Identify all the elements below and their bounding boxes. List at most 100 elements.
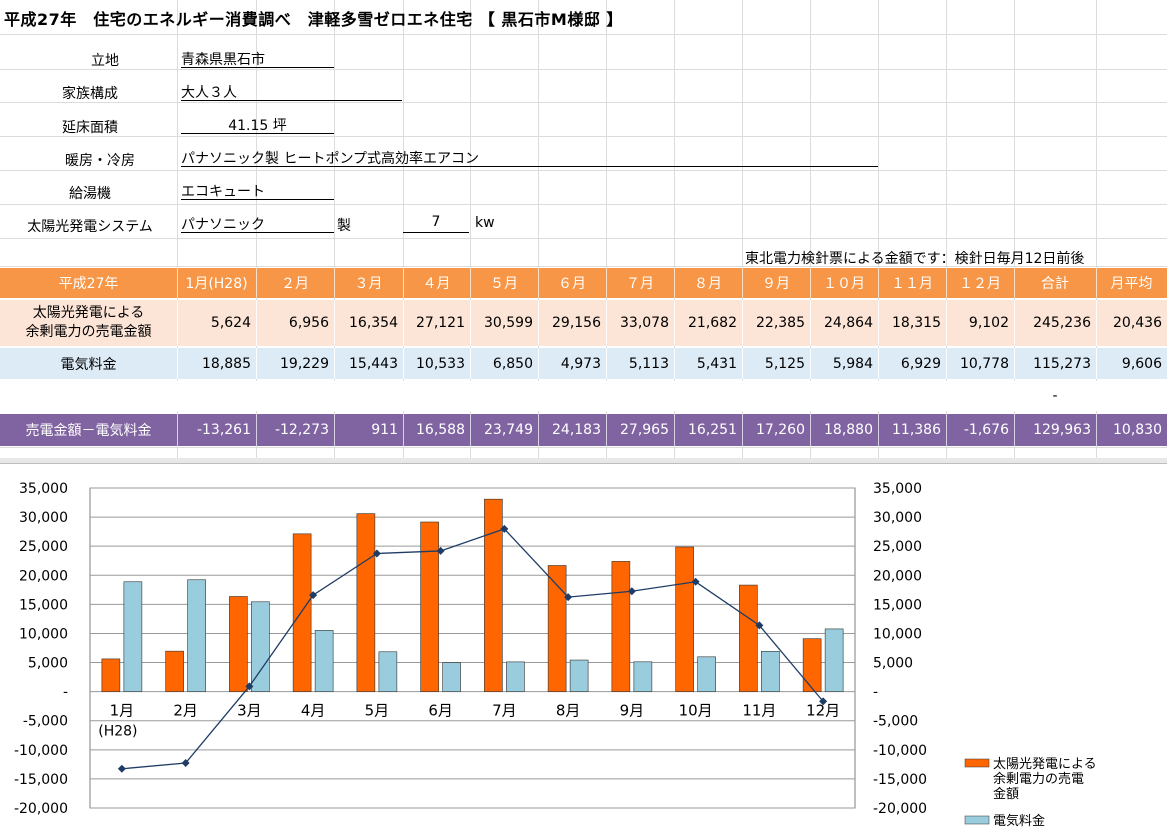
table-separator bbox=[538, 300, 539, 346]
table-cell: 11,386 bbox=[892, 422, 941, 438]
table-header-cell: ５月 bbox=[490, 276, 518, 292]
balance-point bbox=[117, 764, 126, 773]
x-tick-label: 8月 bbox=[556, 702, 581, 720]
table-cell: 5,125 bbox=[764, 355, 805, 372]
table-separator bbox=[470, 414, 471, 446]
sales-bar bbox=[675, 546, 694, 692]
table-header-cell: 合計 bbox=[1041, 276, 1069, 292]
x-tick-label: 2月 bbox=[173, 702, 198, 720]
table-cell: 19,229 bbox=[280, 355, 329, 372]
table-cell: 10,533 bbox=[416, 355, 465, 372]
y-tick-label-right: 30,000 bbox=[873, 510, 922, 526]
table-cell: 6,956 bbox=[288, 315, 329, 331]
electricity-bar bbox=[314, 630, 334, 692]
table-separator bbox=[742, 268, 743, 298]
solar-kw-value: 7 bbox=[403, 214, 469, 233]
y-tick-label-right: 10,000 bbox=[873, 626, 922, 642]
table-separator bbox=[878, 300, 879, 346]
table-cell: 10,830 bbox=[1113, 422, 1162, 438]
y-tick-label-right: 15,000 bbox=[873, 597, 922, 613]
table-cell: 5,113 bbox=[628, 355, 669, 372]
table-cell: 10,778 bbox=[960, 355, 1009, 372]
family-value: 大人３人 bbox=[181, 82, 402, 101]
y-tick-label-left: 15,000 bbox=[19, 597, 68, 613]
balance-line bbox=[121, 528, 824, 770]
table-separator bbox=[742, 300, 743, 346]
table-cell: 27,965 bbox=[620, 422, 669, 438]
balance-point bbox=[436, 546, 445, 555]
y-tick-label-right: -5,000 bbox=[873, 714, 918, 730]
table-cell: 5,984 bbox=[832, 355, 873, 372]
table-cell: 16,251 bbox=[688, 422, 737, 438]
x-tick-label: 12月 bbox=[806, 702, 840, 720]
legend-label-line: 余剰電力の売電 bbox=[993, 771, 1084, 787]
table-separator bbox=[674, 414, 675, 446]
y-tick-label-left: -5,000 bbox=[23, 714, 68, 730]
table-header-cell: 1月(H28) bbox=[185, 276, 248, 292]
x-tick-label: 5月 bbox=[365, 702, 390, 720]
table-cell: 9,606 bbox=[1121, 355, 1162, 372]
electricity-bar bbox=[123, 581, 143, 692]
table-separator bbox=[674, 268, 675, 298]
sales-bar bbox=[420, 521, 439, 692]
y-tick-label-right: -20,000 bbox=[873, 801, 927, 817]
y-tick-label-right: 25,000 bbox=[873, 539, 922, 555]
table-separator bbox=[256, 414, 257, 446]
gridline bbox=[538, 0, 539, 462]
gridline bbox=[742, 0, 743, 462]
x-tick-label: 6月 bbox=[428, 702, 453, 720]
row-label: 電気料金 bbox=[60, 356, 117, 373]
table-separator bbox=[1096, 348, 1097, 379]
table-cell: 21,682 bbox=[688, 315, 737, 331]
balance-point bbox=[627, 587, 636, 596]
table-cell: 129,963 bbox=[1033, 422, 1091, 438]
table-separator bbox=[1014, 348, 1015, 379]
table-row bbox=[0, 300, 1167, 346]
table-cell: 18,315 bbox=[892, 315, 941, 331]
row-label-line: 太陽光発電による bbox=[32, 305, 145, 321]
table-separator bbox=[334, 268, 335, 298]
table-header-cell: １０月 bbox=[823, 276, 865, 292]
table-cell: 911 bbox=[371, 422, 398, 438]
table-separator bbox=[177, 300, 178, 346]
table-separator bbox=[256, 268, 257, 298]
table-cell: -13,261 bbox=[196, 422, 251, 438]
gridline bbox=[674, 0, 675, 462]
electricity-bar bbox=[697, 656, 716, 692]
table-separator bbox=[470, 268, 471, 298]
sales-bar bbox=[101, 658, 121, 692]
y-tick-label-left: 30,000 bbox=[19, 510, 68, 526]
solar-made-text: 製 bbox=[337, 218, 351, 234]
sales-bar bbox=[229, 596, 248, 692]
row-label-line: 余剰電力の売電金額 bbox=[25, 324, 152, 340]
solar-unit: kw bbox=[475, 215, 495, 231]
table-separator bbox=[742, 414, 743, 446]
table-header-cell: １２月 bbox=[959, 276, 1001, 292]
table-cell: 17,260 bbox=[756, 422, 805, 438]
table-cell: 29,156 bbox=[552, 315, 601, 331]
table-separator bbox=[1096, 268, 1097, 298]
electricity-bar bbox=[251, 601, 270, 692]
table-header-cell: 月平均 bbox=[1110, 276, 1153, 292]
table-header-cell: ３月 bbox=[354, 276, 383, 292]
gridline bbox=[403, 0, 404, 462]
pane-divider[interactable] bbox=[0, 458, 1167, 464]
table-separator bbox=[1014, 414, 1015, 446]
location-label: 立地 bbox=[91, 53, 119, 69]
electricity-bar bbox=[569, 659, 589, 692]
electricity-bar bbox=[824, 628, 844, 692]
x-tick-label: 3月 bbox=[237, 702, 262, 720]
legend-label: 太陽光発電による余剰電力の売電金額 bbox=[993, 757, 1097, 802]
x-tick-sublabel: (H28) bbox=[98, 724, 137, 740]
y-tick-label-left: 25,000 bbox=[19, 539, 68, 555]
table-separator bbox=[177, 268, 178, 298]
table-cell: 22,385 bbox=[756, 315, 805, 331]
table-separator bbox=[177, 348, 178, 379]
legend-label-line: 太陽光発電による bbox=[993, 757, 1097, 772]
table-cell: 245,236 bbox=[1033, 315, 1091, 331]
gridline bbox=[1014, 0, 1015, 462]
plot-area bbox=[89, 487, 856, 809]
gridline bbox=[470, 0, 471, 462]
table-separator bbox=[946, 414, 947, 446]
table-cell: 16,588 bbox=[416, 422, 465, 438]
